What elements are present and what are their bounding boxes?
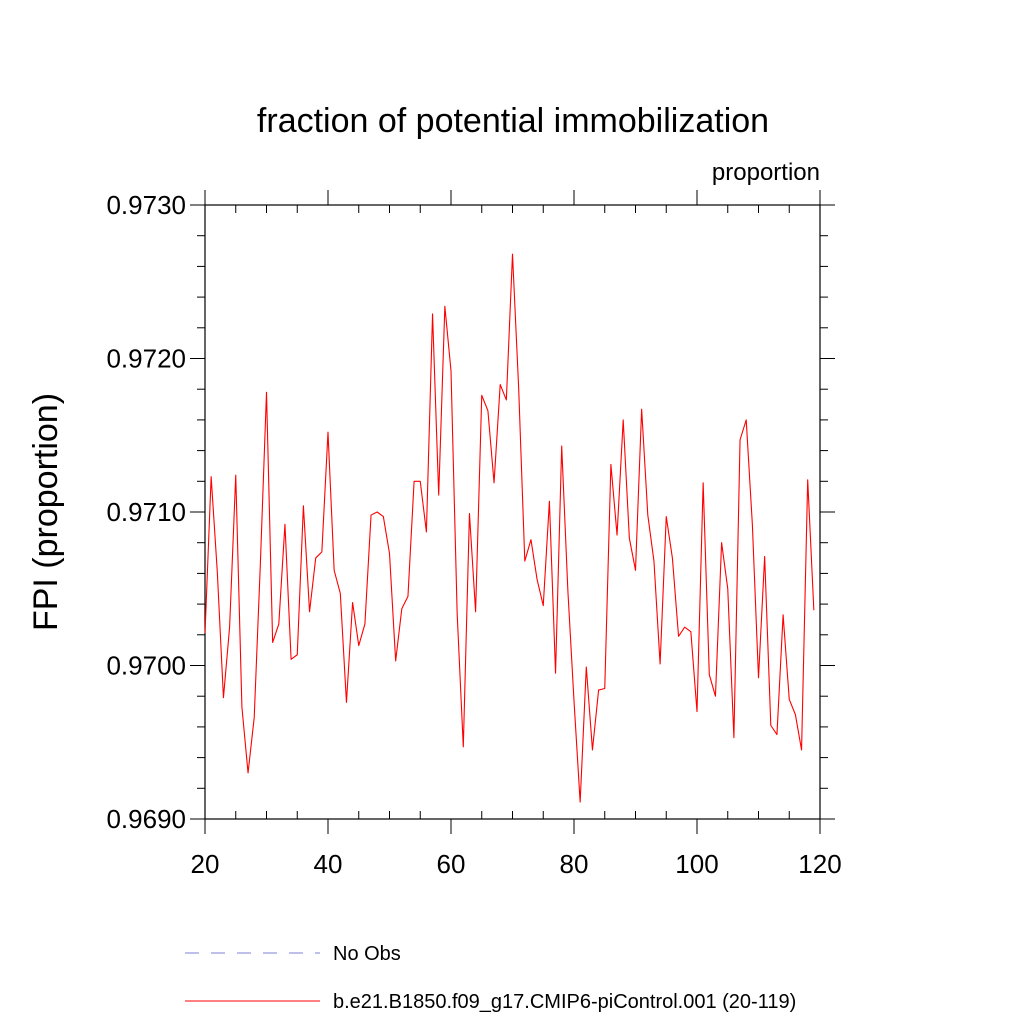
legend-label-no-obs: No Obs <box>333 943 401 965</box>
x-tick-label: 40 <box>314 849 343 879</box>
y-tick-label: 0.9700 <box>106 651 186 681</box>
x-tick-label: 100 <box>675 849 718 879</box>
series-layer <box>204 253 815 803</box>
x-tick-label: 60 <box>437 849 466 879</box>
y-tick-label: 0.9690 <box>106 804 186 834</box>
y-axis-label: FPI (proportion) <box>27 393 65 631</box>
legend: No Obs b.e21.B1850.f09_g17.CMIP6-piContr… <box>185 943 796 1013</box>
plot-frame <box>204 204 821 820</box>
units-label: proportion <box>712 159 820 186</box>
x-tick-label: 80 <box>560 849 589 879</box>
y-tick-label: 0.9730 <box>106 190 186 220</box>
legend-label-picontrol: b.e21.B1850.f09_g17.CMIP6-piControl.001 … <box>333 991 796 1013</box>
series-line <box>204 253 815 803</box>
x-tick-label: 120 <box>798 849 841 879</box>
y-tick-label: 0.9710 <box>106 497 186 527</box>
x-tick-label: 20 <box>191 849 220 879</box>
y-tick-label: 0.9720 <box>106 344 186 374</box>
chart-title: fraction of potential immobilization <box>257 102 769 140</box>
axis-ticks: 20 40 60 80 100 120 0.9690 0.9700 0.9710 0.9720 0.… <box>106 190 842 879</box>
